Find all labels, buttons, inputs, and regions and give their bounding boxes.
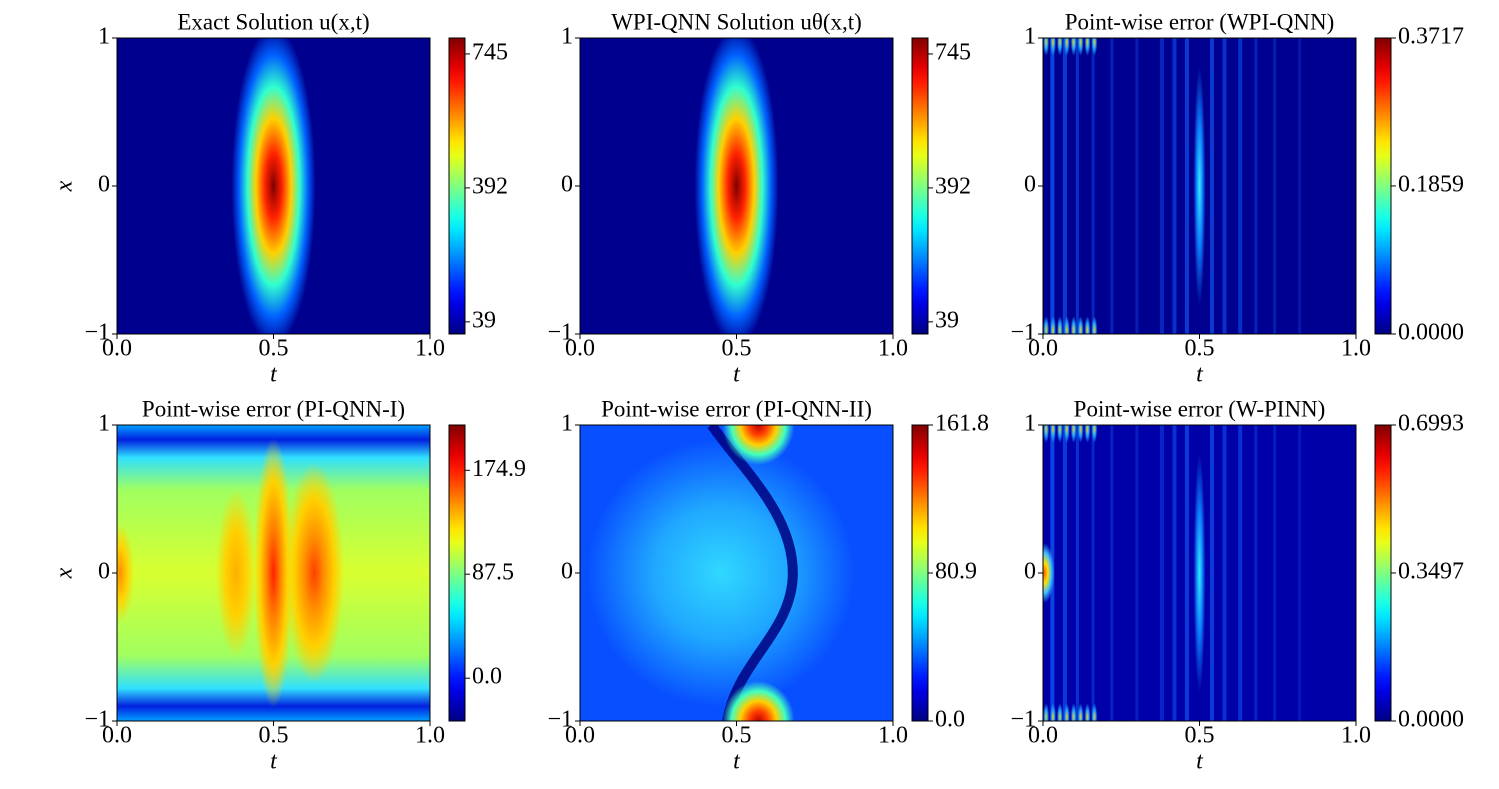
- colorbar: [911, 424, 929, 722]
- y-tick-label: 0: [561, 559, 573, 585]
- colorbar: [1374, 424, 1392, 722]
- colorbar-tick-label: 39: [472, 307, 496, 333]
- colorbar-tick-label: 0.0: [935, 707, 965, 733]
- colorbar-tick-label: 392: [472, 173, 508, 199]
- colorbar-tick-label: 161.8: [935, 411, 989, 437]
- y-tick-label: 1: [1024, 24, 1036, 50]
- x-tick-label: 0.0: [102, 336, 132, 362]
- y-axis-label: x: [52, 567, 78, 579]
- colorbar-tick-label: 0.3497: [1398, 558, 1464, 584]
- x-tick-label: 1.0: [878, 723, 908, 749]
- y-tick-label: 1: [1024, 411, 1036, 437]
- x-tick-label: 1.0: [1341, 336, 1371, 362]
- subplot-title: Point-wise error (PI-QNN-II): [601, 396, 872, 421]
- colorbar: [448, 424, 466, 722]
- x-axis-label: t: [733, 749, 741, 775]
- x-tick-label: 0.5: [259, 723, 289, 749]
- y-tick-label: 1: [98, 411, 110, 437]
- y-tick-label: 0: [98, 172, 110, 198]
- y-tick-label: 1: [561, 24, 573, 50]
- y-axis-label: x: [52, 180, 78, 192]
- subplot-title: WPI-QNN Solution uθ(x,t): [611, 9, 862, 34]
- colorbar-tick-label: 87.5: [472, 560, 514, 586]
- x-tick-label: 1.0: [415, 723, 445, 749]
- y-tick-label: −1: [84, 707, 110, 733]
- subplot-title: Point-wise error (WPI-QNN): [1065, 9, 1335, 34]
- colorbar: [1374, 37, 1392, 335]
- y-tick-label: 1: [561, 411, 573, 437]
- colorbar: [448, 37, 466, 335]
- x-tick-label: 0.5: [259, 336, 289, 362]
- x-tick-label: 1.0: [415, 336, 445, 362]
- heatmap-field: [580, 38, 893, 334]
- subplot: Point-wise error (W-PINN) t 0.0 0.5 1.0 −1 0 1 0…: [1010, 396, 1464, 774]
- heatmap-field: [117, 38, 430, 334]
- colorbar-tick-label: 80.9: [935, 559, 977, 585]
- y-tick-label: 0: [1024, 559, 1036, 585]
- subplot-title: Point-wise error (PI-QNN-I): [142, 396, 405, 421]
- x-tick-label: 0.0: [102, 723, 132, 749]
- x-axis-label: t: [1196, 749, 1204, 775]
- y-tick-label: 1: [98, 24, 110, 50]
- colorbar-tick-label: 39: [935, 307, 959, 333]
- x-tick-label: 0.5: [1185, 723, 1215, 749]
- subplot: Point-wise error (PI-QNN-I) t x 0.0 0.5 1.0 −1…: [52, 396, 527, 774]
- subplot: Point-wise error (PI-QNN-II) t 0.0 0.5 1.0 −1…: [547, 396, 989, 775]
- colorbar-tick-label: 745: [472, 39, 508, 65]
- y-tick-label: −1: [84, 320, 110, 346]
- x-tick-label: 0.5: [722, 723, 752, 749]
- colorbar-tick-label: 174.9: [472, 456, 526, 482]
- x-tick-label: 0.5: [1185, 336, 1215, 362]
- x-tick-label: 0.0: [1028, 336, 1058, 362]
- y-tick-label: 0: [561, 172, 573, 198]
- colorbar-tick-label: 745: [935, 39, 971, 65]
- x-axis-label: t: [270, 749, 278, 775]
- subplot-title: Exact Solution u(x,t): [177, 9, 369, 34]
- y-tick-label: −1: [1010, 320, 1036, 346]
- y-tick-label: −1: [1010, 707, 1036, 733]
- x-tick-label: 0.5: [722, 336, 752, 362]
- subplot: Point-wise error (WPI-QNN) t 0.0 0.5 1.0 −1 0 1…: [1010, 9, 1464, 387]
- heatmap-field: [1043, 38, 1356, 334]
- y-tick-label: −1: [547, 707, 573, 733]
- colorbar-tick-label: 0.1859: [1398, 171, 1464, 197]
- colorbar-tick-label: 0.3717: [1398, 24, 1464, 50]
- colorbar-tick-label: 0.0000: [1398, 707, 1464, 733]
- colorbar-tick-label: 392: [935, 173, 971, 199]
- colorbar-tick-label: 0.0000: [1398, 320, 1464, 346]
- x-tick-label: 0.0: [565, 336, 595, 362]
- x-tick-label: 0.0: [1028, 723, 1058, 749]
- subplot: WPI-QNN Solution uθ(x,t) t 0.0 0.5 1.0 −1 0 1 39…: [547, 9, 971, 387]
- x-axis-label: t: [1196, 362, 1204, 388]
- heatmap-field: [580, 425, 893, 721]
- x-tick-label: 1.0: [878, 336, 908, 362]
- y-tick-label: −1: [547, 320, 573, 346]
- y-tick-label: 0: [1024, 172, 1036, 198]
- heatmap-field: [117, 425, 430, 721]
- y-tick-label: 0: [98, 559, 110, 585]
- x-axis-label: t: [733, 362, 741, 388]
- subplot-title: Point-wise error (W-PINN): [1074, 396, 1326, 421]
- colorbar: [911, 37, 929, 335]
- x-tick-label: 0.0: [565, 723, 595, 749]
- heatmap-field: [1043, 425, 1356, 721]
- x-axis-label: t: [270, 362, 278, 388]
- colorbar-tick-label: 0.6993: [1398, 411, 1464, 437]
- subplot: Exact Solution u(x,t) t x 0.0 0.5 1.0 −1 0 1 39 39…: [52, 9, 509, 387]
- colorbar-tick-label: 0.0: [472, 664, 502, 690]
- x-tick-label: 1.0: [1341, 723, 1371, 749]
